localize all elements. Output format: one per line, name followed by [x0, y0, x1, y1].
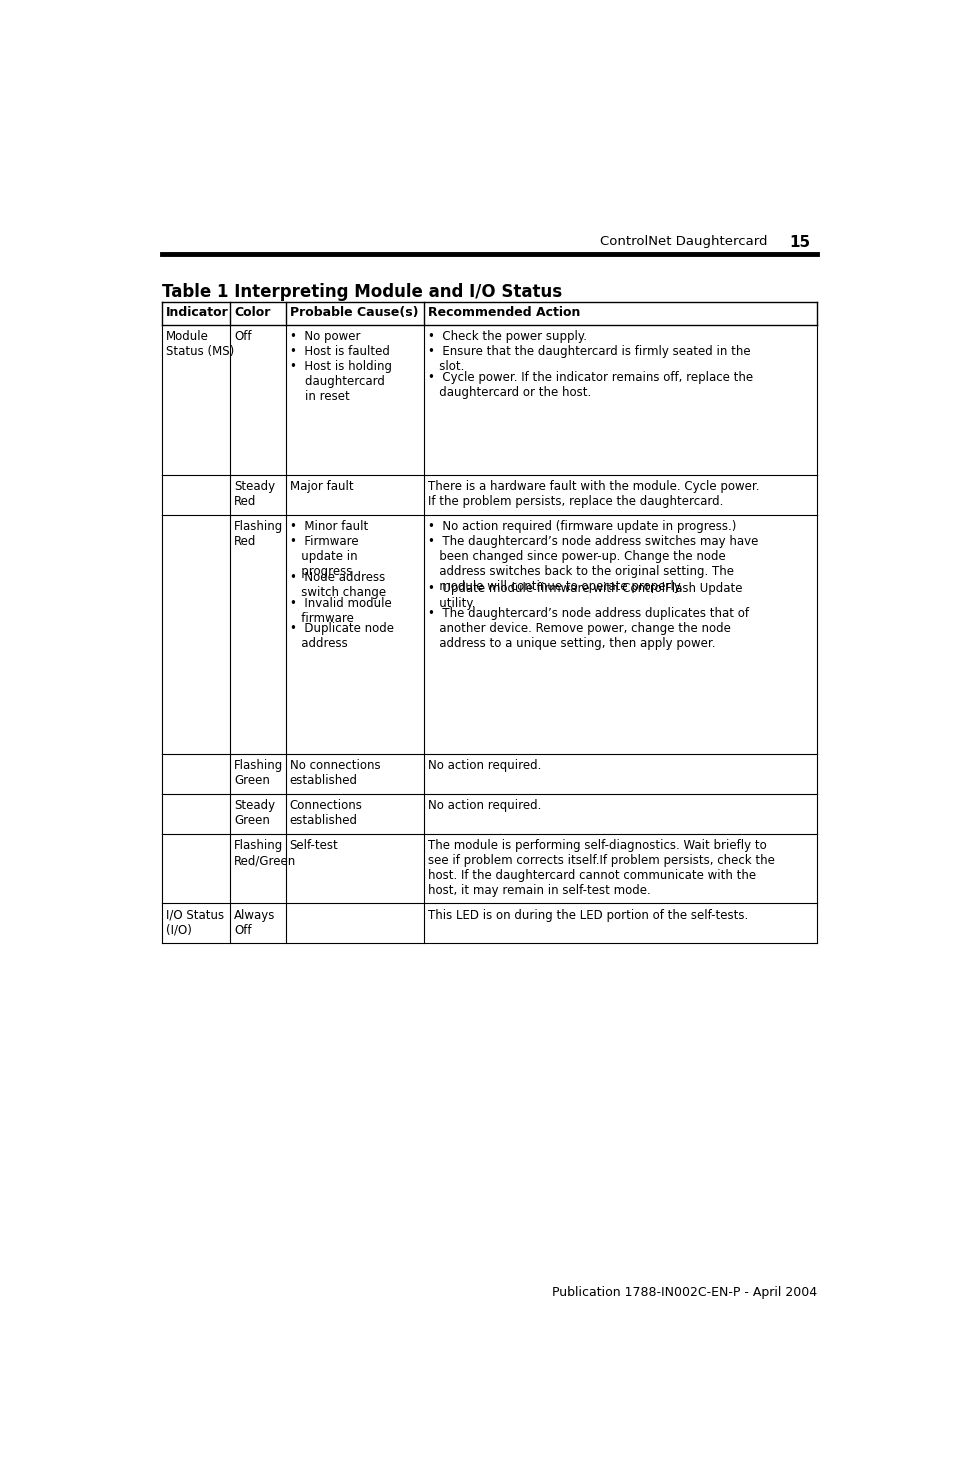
Text: •  Invalid module
   firmware: • Invalid module firmware	[290, 597, 391, 624]
Text: ControlNet Daughtercard: ControlNet Daughtercard	[599, 235, 766, 248]
Text: •  Check the power supply.: • Check the power supply.	[427, 330, 586, 344]
Text: No action required.: No action required.	[427, 760, 540, 771]
Text: The module is performing self-diagnostics. Wait briefly to
see if problem correc: The module is performing self-diagnostic…	[427, 839, 774, 897]
Text: •  The daughtercard’s node address switches may have
   been changed since power: • The daughtercard’s node address switch…	[427, 535, 758, 593]
Text: •  Cycle power. If the indicator remains off, replace the
   daughtercard or the: • Cycle power. If the indicator remains …	[427, 370, 752, 398]
Text: Major fault: Major fault	[290, 481, 353, 493]
Text: •  Duplicate node
   address: • Duplicate node address	[290, 622, 394, 650]
Text: •  Firmware
   update in
   progress: • Firmware update in progress	[290, 535, 358, 578]
Text: •  No power: • No power	[290, 330, 360, 344]
Text: Off: Off	[233, 330, 252, 344]
Text: There is a hardware fault with the module. Cycle power.
If the problem persists,: There is a hardware fault with the modul…	[427, 481, 759, 509]
Text: 15: 15	[789, 235, 810, 249]
Text: Steady
Green: Steady Green	[233, 799, 274, 827]
Text: Flashing
Red: Flashing Red	[233, 521, 283, 549]
Text: •  No action required (firmware update in progress.): • No action required (firmware update in…	[427, 521, 736, 534]
Text: I/O Status
(I/O): I/O Status (I/O)	[166, 909, 224, 937]
Text: Module
Status (MS): Module Status (MS)	[166, 330, 233, 358]
Text: Always
Off: Always Off	[233, 909, 275, 937]
Text: No connections
established: No connections established	[290, 760, 380, 788]
Text: No action required.: No action required.	[427, 799, 540, 813]
Text: •  Ensure that the daughtercard is firmly seated in the
   slot.: • Ensure that the daughtercard is firmly…	[427, 345, 750, 373]
Text: Color: Color	[233, 305, 270, 319]
Text: Publication 1788-IN002C-EN-P - April 2004: Publication 1788-IN002C-EN-P - April 200…	[551, 1286, 816, 1299]
Text: •  Host is faulted: • Host is faulted	[290, 345, 389, 358]
Text: Indicator: Indicator	[166, 305, 229, 319]
Text: Flashing
Red/Green: Flashing Red/Green	[233, 839, 295, 867]
Text: Probable Cause(s): Probable Cause(s)	[290, 305, 417, 319]
Text: Self-test: Self-test	[290, 839, 338, 853]
Text: •  Update module firmware with ControlFlash Update
   utility.: • Update module firmware with ControlFla…	[427, 581, 741, 609]
Text: •  Host is holding
    daughtercard
    in reset: • Host is holding daughtercard in reset	[290, 360, 392, 403]
Text: Steady
Red: Steady Red	[233, 481, 274, 509]
Text: Table 1 Interpreting Module and I/O Status: Table 1 Interpreting Module and I/O Stat…	[162, 283, 561, 301]
Text: •  The daughtercard’s node address duplicates that of
   another device. Remove : • The daughtercard’s node address duplic…	[427, 608, 748, 650]
Text: Connections
established: Connections established	[290, 799, 362, 827]
Text: This LED is on during the LED portion of the self-tests.: This LED is on during the LED portion of…	[427, 909, 747, 922]
Text: •  Minor fault: • Minor fault	[290, 521, 368, 534]
Text: •  Node address
   switch change: • Node address switch change	[290, 571, 385, 599]
Text: Flashing
Green: Flashing Green	[233, 760, 283, 788]
Text: Recommended Action: Recommended Action	[427, 305, 579, 319]
